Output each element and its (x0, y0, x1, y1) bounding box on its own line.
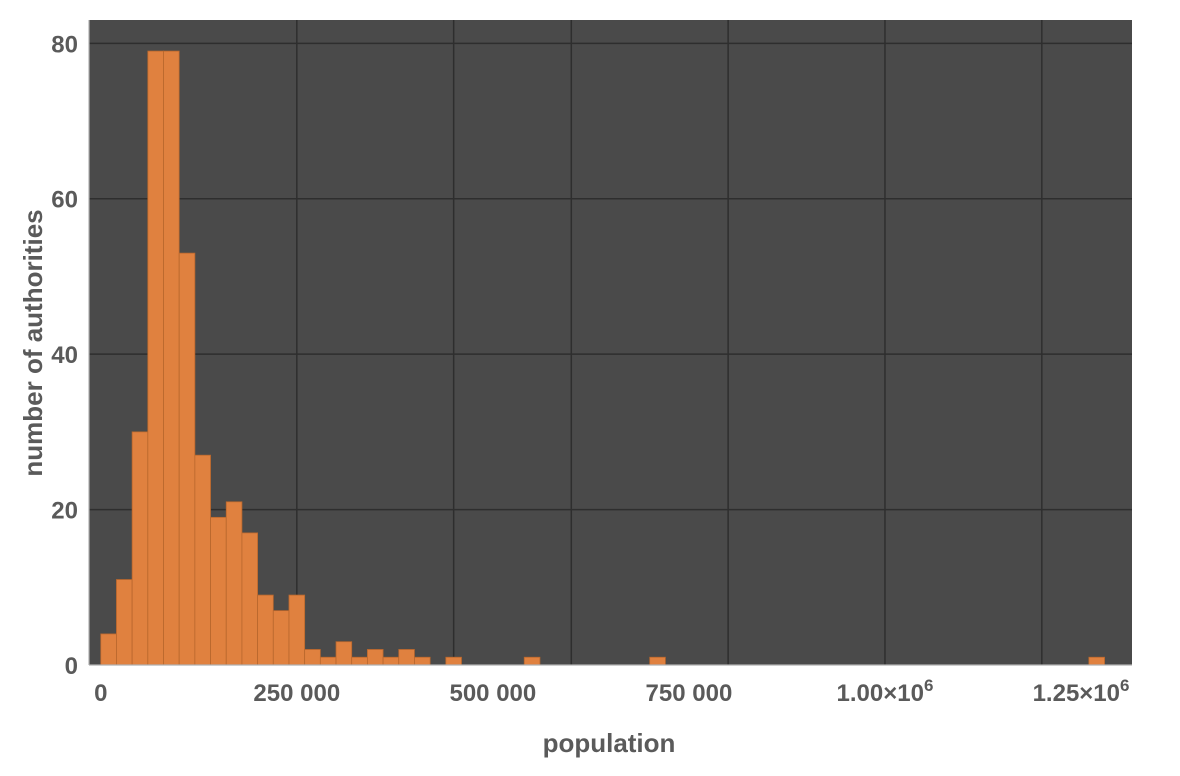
histogram-bar (366, 649, 384, 666)
x-tick-label: 1.00×106 (837, 676, 934, 707)
histogram-bar (241, 532, 259, 666)
histogram-bar (445, 656, 462, 666)
histogram-bar (178, 252, 196, 666)
histogram-bars (88, 20, 1132, 666)
histogram-bar (304, 649, 321, 666)
histogram-bar (414, 656, 431, 666)
grid-lines (89, 20, 1132, 665)
histogram-bar (351, 656, 368, 666)
histogram-bar (131, 431, 149, 666)
x-tick-label: 0 (94, 680, 107, 707)
histogram-bar (288, 594, 306, 666)
histogram-bar (398, 649, 415, 666)
histogram-bar (163, 50, 180, 666)
x-tick-label: 500 000 (449, 680, 536, 707)
x-tick-label: 250 000 (253, 680, 340, 707)
y-axis-ticks: 0 20 40 60 80 (51, 31, 78, 680)
histogram-bar (382, 656, 400, 666)
histogram-bar (100, 633, 117, 666)
histogram-bar (116, 579, 133, 666)
histogram-bar (225, 501, 243, 666)
histogram-bar (649, 656, 666, 666)
x-tick-label: 1.25×106 (1033, 676, 1130, 707)
y-tick-label: 80 (51, 31, 78, 58)
histogram-bar (147, 50, 164, 666)
histogram-bar (257, 594, 274, 666)
histogram-bar (210, 516, 227, 666)
x-axis-ticks: 0 250 000 500 000 750 000 1.00×106 1.25×106 (94, 676, 1129, 707)
histogram-bar (319, 656, 337, 666)
plot-background (89, 20, 1132, 665)
x-axis-title: population (543, 728, 676, 758)
y-tick-label: 20 (51, 498, 78, 525)
y-tick-label: 60 (51, 187, 78, 214)
histogram-bar (523, 656, 541, 666)
x-tick-label: 750 000 (646, 680, 733, 707)
y-axis-title: number of authorities (18, 209, 48, 476)
histogram-bar (194, 454, 211, 666)
y-tick-label: 40 (51, 342, 78, 369)
y-tick-label: 0 (65, 653, 78, 680)
histogram-bar (335, 641, 353, 666)
histogram-bar (1088, 656, 1105, 666)
histogram-bar (272, 610, 290, 666)
